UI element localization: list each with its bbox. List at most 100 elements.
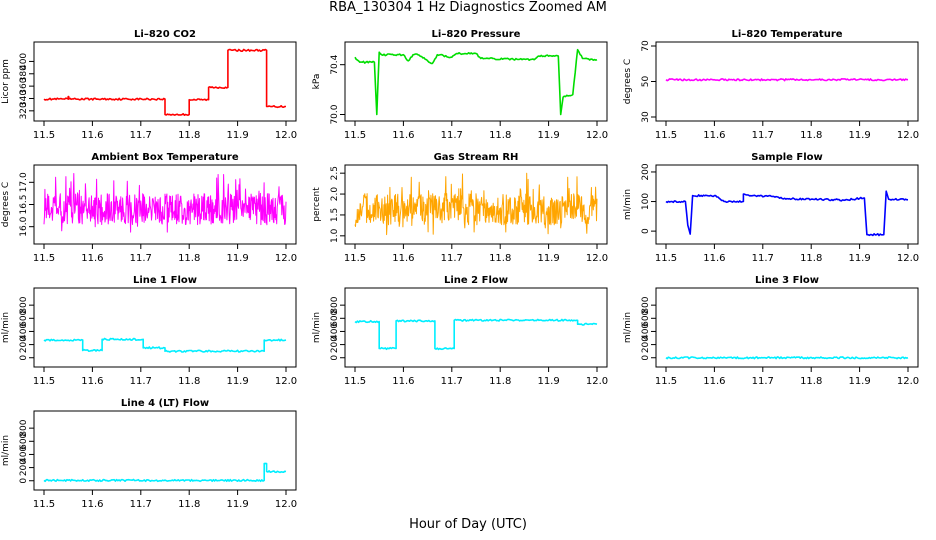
x-tick-label: 11.5 [33, 253, 55, 264]
y-tick-label: 50 [641, 76, 651, 88]
x-tick-label: 12.0 [897, 253, 919, 264]
x-tick-label: 11.5 [655, 376, 677, 387]
x-tick-label: 11.8 [178, 253, 200, 264]
panel-title: Gas Stream RH [434, 152, 519, 163]
x-tick-label: 11.7 [752, 130, 774, 141]
x-tick-label: 11.6 [392, 376, 414, 387]
x-tick-label: 11.6 [81, 499, 103, 510]
y-tick-label: 70 [641, 40, 651, 52]
panel-title: Sample Flow [751, 152, 823, 163]
series-line-line-4 [43, 462, 287, 483]
y-tick-label: 800 [19, 419, 29, 436]
x-tick-label: 11.9 [848, 376, 870, 387]
series-line-line-1 [43, 337, 287, 353]
y-tick-label: 70.0 [330, 104, 340, 124]
x-tick-label: 11.9 [226, 499, 248, 510]
y-tick-label: 600 [641, 309, 651, 326]
plot-frame [344, 287, 608, 368]
series-line-line-2 [354, 318, 598, 351]
x-tick-label: 11.7 [130, 130, 152, 141]
x-tick-label: 12.0 [275, 499, 297, 510]
series-line-pressure [354, 48, 598, 116]
series-line-temperature [665, 78, 909, 82]
x-tick-label: 11.7 [752, 253, 774, 264]
plot-frame [655, 41, 919, 122]
x-tick-label: 11.5 [33, 130, 55, 141]
y-tick-label: 400 [641, 323, 651, 340]
y-tick-label: 0 [641, 228, 651, 234]
y-tick-label: 2.5 [330, 166, 340, 180]
panel-title: Li–820 Temperature [731, 29, 842, 40]
x-tick-label: 11.7 [130, 253, 152, 264]
y-tick-label: 360 [19, 77, 29, 94]
figure-xlabel: Hour of Day (UTC) [409, 517, 527, 532]
panel-5: Gas Stream RH percent 11.5 11.6 11.7 11.8 11.9… [312, 152, 608, 264]
panel-7: Line 1 Flow ml/min 11.5 11.6 11.7 11.8 11.9 12.… [1, 275, 297, 387]
y-tick-label: 800 [641, 296, 651, 313]
y-axis-label: degrees C [623, 59, 633, 104]
y-tick-label: 380 [19, 65, 29, 82]
y-tick-label: 0 [19, 478, 29, 484]
y-tick-label: 200 [641, 336, 651, 353]
x-tick-label: 11.8 [178, 376, 200, 387]
x-tick-label: 11.5 [655, 253, 677, 264]
x-tick-label: 12.0 [586, 130, 608, 141]
x-tick-label: 11.7 [130, 499, 152, 510]
y-tick-label: 16.5 [19, 194, 29, 214]
x-tick-label: 11.5 [33, 376, 55, 387]
y-axis-label: Licor ppm [1, 59, 11, 104]
panel-10: Line 4 (LT) Flow ml/min 11.5 11.6 11.7 11.8 11… [1, 398, 297, 510]
x-tick-label: 12.0 [897, 376, 919, 387]
x-tick-label: 11.7 [752, 376, 774, 387]
plot-frame [655, 287, 919, 368]
x-tick-label: 12.0 [275, 130, 297, 141]
y-axis-label: ml/min [623, 312, 633, 343]
x-tick-label: 11.7 [441, 253, 463, 264]
panel-title: Line 4 (LT) Flow [121, 398, 209, 409]
x-tick-label: 11.9 [537, 376, 559, 387]
series-line-sample-flow [665, 190, 909, 237]
y-tick-label: 1.0 [330, 228, 340, 243]
panel-title: Line 1 Flow [133, 275, 197, 286]
y-axis-label: ml/min [312, 312, 322, 343]
x-tick-label: 11.5 [655, 130, 677, 141]
figure-title: RBA_130304 1 Hz Diagnostics Zoomed AM [329, 0, 607, 15]
panel-4: Ambient Box Temperature degrees C 11.5 11.6… [1, 152, 297, 264]
plot-frame [344, 41, 608, 122]
x-tick-label: 11.8 [800, 376, 822, 387]
x-tick-label: 11.6 [703, 376, 725, 387]
x-tick-label: 11.8 [489, 253, 511, 264]
x-tick-label: 11.5 [344, 253, 366, 264]
series-line-rh [354, 172, 598, 236]
y-axis-label: degrees C [1, 182, 11, 227]
y-tick-label: 800 [19, 296, 29, 313]
x-tick-label: 11.9 [537, 253, 559, 264]
x-tick-label: 11.9 [226, 253, 248, 264]
x-tick-label: 11.6 [392, 130, 414, 141]
x-tick-label: 12.0 [275, 253, 297, 264]
plot-frame [33, 287, 297, 368]
panel-title: Ambient Box Temperature [91, 152, 238, 163]
y-tick-label: 320 [19, 102, 29, 119]
x-tick-label: 11.9 [537, 130, 559, 141]
x-tick-label: 11.8 [489, 130, 511, 141]
y-tick-label: 70.4 [330, 54, 340, 74]
panel-8: Line 2 Flow ml/min 11.5 11.6 11.7 11.8 11.9 12.… [312, 275, 608, 387]
y-tick-label: 340 [19, 90, 29, 107]
x-tick-label: 11.9 [848, 130, 870, 141]
panel-2: Li–820 Pressure kPa 11.5 11.6 11.7 11.8 11.9 12… [312, 29, 608, 141]
x-tick-label: 11.5 [33, 499, 55, 510]
plot-frame [33, 41, 297, 122]
panel-title: Line 3 Flow [755, 275, 819, 286]
x-tick-label: 11.5 [344, 376, 366, 387]
y-tick-label: 0 [330, 355, 340, 361]
plot-frame [33, 410, 297, 491]
x-tick-label: 11.9 [226, 376, 248, 387]
x-tick-label: 11.6 [81, 130, 103, 141]
panel-9: Line 3 Flow ml/min 11.5 11.6 11.7 11.8 11.9 12.… [623, 275, 919, 387]
x-tick-label: 12.0 [897, 130, 919, 141]
y-axis-label: percent [312, 187, 322, 222]
y-tick-label: 17.0 [19, 172, 29, 192]
